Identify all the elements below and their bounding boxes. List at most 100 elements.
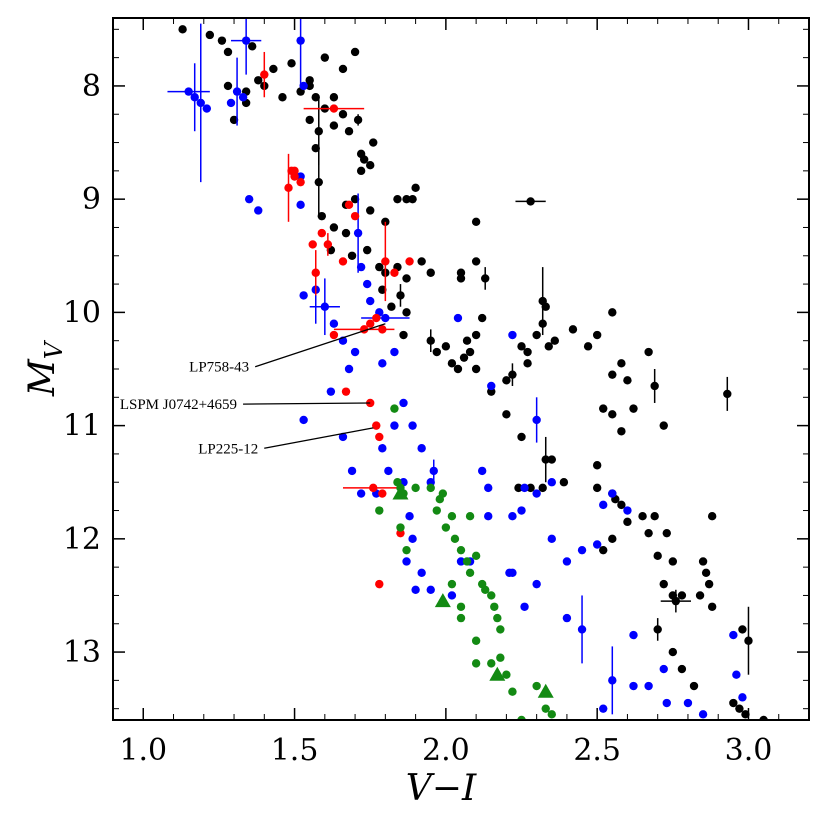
data-point bbox=[344, 364, 354, 374]
data-point bbox=[617, 500, 626, 510]
annotation-label: LP225-12 bbox=[198, 441, 258, 457]
data-point bbox=[629, 404, 638, 413]
data-point bbox=[402, 194, 411, 204]
data-point bbox=[644, 528, 653, 538]
data-point bbox=[541, 302, 550, 311]
data-point bbox=[608, 534, 617, 544]
data-point bbox=[329, 93, 339, 102]
data-point bbox=[366, 296, 375, 306]
data-point bbox=[447, 591, 457, 600]
data-point bbox=[668, 647, 678, 657]
data-point bbox=[623, 506, 632, 515]
data-point bbox=[217, 36, 227, 45]
data-point bbox=[232, 87, 242, 96]
data-point bbox=[347, 251, 357, 260]
data-point bbox=[541, 455, 550, 464]
data-point bbox=[402, 308, 411, 317]
data-point bbox=[432, 506, 441, 515]
data-point bbox=[471, 551, 481, 561]
data-point bbox=[341, 387, 351, 396]
data-point bbox=[426, 585, 435, 594]
data-point bbox=[653, 551, 662, 561]
data-point bbox=[547, 534, 556, 544]
data-point bbox=[369, 483, 378, 493]
data-point bbox=[317, 228, 326, 238]
data-point bbox=[653, 625, 662, 634]
y-axis-label-subscript: V bbox=[40, 339, 68, 359]
data-point bbox=[326, 387, 336, 396]
data-point bbox=[390, 268, 399, 277]
data-point bbox=[477, 466, 487, 476]
data-point bbox=[329, 121, 339, 130]
data-point bbox=[608, 370, 617, 379]
data-point bbox=[689, 681, 699, 691]
data-point bbox=[547, 478, 556, 487]
x-tick-label: 2.5 bbox=[573, 733, 621, 768]
data-point bbox=[471, 659, 481, 668]
data-point bbox=[260, 70, 269, 79]
data-point bbox=[735, 704, 744, 713]
data-point bbox=[723, 389, 732, 399]
data-point bbox=[465, 511, 475, 521]
data-point bbox=[429, 466, 438, 476]
data-point bbox=[532, 489, 541, 498]
data-point bbox=[375, 262, 384, 272]
data-point bbox=[568, 325, 578, 334]
data-point-triangle bbox=[434, 593, 451, 608]
data-point bbox=[311, 268, 320, 277]
data-point bbox=[617, 359, 626, 368]
data-point bbox=[462, 557, 472, 566]
data-point bbox=[453, 364, 463, 374]
data-point bbox=[378, 359, 387, 368]
data-point bbox=[299, 81, 308, 91]
x-tick-label: 3.0 bbox=[725, 733, 773, 768]
y-tick-label: 11 bbox=[63, 409, 101, 444]
data-point bbox=[396, 523, 405, 532]
data-point bbox=[526, 483, 535, 493]
y-tick-label: 12 bbox=[63, 522, 101, 557]
data-point bbox=[490, 602, 499, 611]
x-axis-label: V−I bbox=[406, 768, 477, 809]
data-point bbox=[450, 534, 460, 544]
data-point bbox=[599, 545, 608, 555]
data-point bbox=[269, 64, 278, 74]
data-point bbox=[650, 381, 659, 391]
annotation-label: LP758-43 bbox=[189, 360, 249, 376]
data-point bbox=[390, 404, 399, 413]
data-point bbox=[378, 285, 387, 294]
data-point bbox=[550, 336, 560, 345]
data-point bbox=[526, 197, 535, 206]
data-point bbox=[441, 342, 451, 351]
data-point bbox=[644, 347, 653, 357]
data-point bbox=[254, 76, 263, 85]
data-point bbox=[417, 568, 426, 578]
x-tick-label: 1.0 bbox=[119, 733, 167, 768]
data-point bbox=[456, 613, 466, 623]
data-point bbox=[698, 710, 708, 719]
data-point bbox=[244, 194, 254, 204]
data-point-triangle bbox=[392, 485, 409, 500]
data-point bbox=[229, 115, 239, 125]
data-point bbox=[378, 325, 387, 334]
data-point bbox=[629, 630, 638, 640]
data-point bbox=[241, 36, 251, 45]
data-point bbox=[650, 511, 659, 521]
data-point bbox=[677, 591, 687, 600]
data-point bbox=[402, 274, 411, 283]
data-point bbox=[338, 432, 348, 442]
data-point bbox=[223, 81, 233, 91]
data-point bbox=[744, 636, 753, 645]
data-point bbox=[347, 466, 357, 476]
data-point bbox=[390, 421, 399, 430]
series-green bbox=[375, 404, 556, 720]
data-point bbox=[447, 359, 457, 368]
data-point bbox=[738, 625, 747, 634]
data-point bbox=[196, 98, 205, 108]
data-point bbox=[296, 177, 305, 187]
series-black bbox=[178, 25, 768, 720]
data-point bbox=[314, 177, 323, 187]
y-tick-label: 8 bbox=[82, 69, 101, 104]
data-point bbox=[465, 347, 475, 357]
data-point bbox=[308, 240, 317, 249]
annotations: LP758-43 LSPM J0742+4659 LP225-12 bbox=[120, 323, 386, 457]
